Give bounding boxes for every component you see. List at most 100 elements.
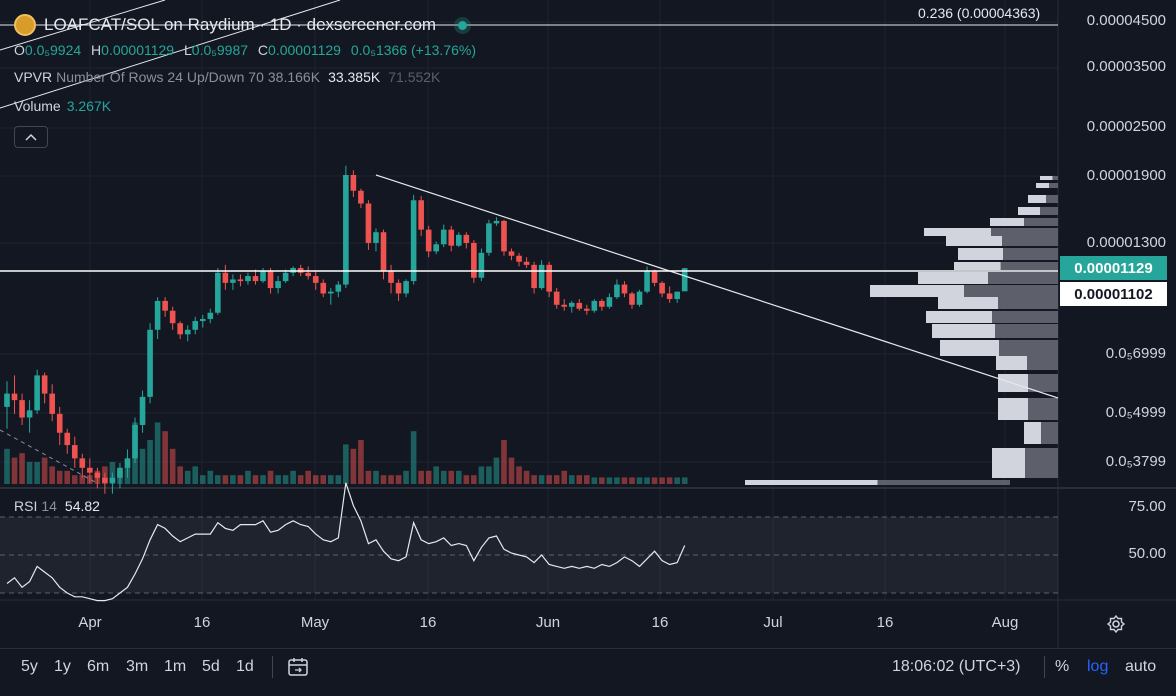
volume-bar [245, 470, 251, 484]
volume-profile-row-up [958, 248, 1003, 260]
volume-profile-row-down [1025, 448, 1058, 478]
candle-body [380, 232, 387, 272]
rsi-axis-label: 75.00 [1128, 498, 1166, 515]
candle-body [516, 255, 522, 262]
rsi-pane [0, 482, 1058, 602]
symbol-title[interactable]: LOAFCAT/SOL on Raydium · 1D · dexscreene… [44, 15, 437, 34]
candle-body [282, 272, 289, 282]
auto-scale-toggle[interactable]: auto [1125, 658, 1157, 675]
price-axis-label: 0.00001900 [1086, 167, 1166, 184]
volume-profile-row-down [1024, 218, 1058, 226]
fib-level-label: 0.236 (0.00004363) [918, 5, 1041, 21]
candle-body [493, 220, 500, 224]
volume-profile-row-up [998, 398, 1028, 420]
candle-body [621, 284, 628, 294]
volume-profile-row-down [1002, 236, 1058, 246]
candle-body [636, 291, 643, 305]
volume-bar [64, 470, 71, 484]
candle-body [139, 396, 146, 425]
volume-profile-row-down [1027, 356, 1058, 370]
collapse-legend-button[interactable] [14, 126, 48, 148]
candle-body [410, 200, 417, 282]
volume-bar [230, 475, 236, 484]
volume-bar [395, 475, 402, 484]
volume-bar [674, 477, 680, 484]
volume-bar [177, 466, 183, 484]
candle-body [358, 190, 364, 204]
candle-body [584, 308, 590, 311]
rsi-line [6, 482, 686, 602]
timeframe-1y-button[interactable]: 1y [54, 658, 71, 675]
candle-body [440, 229, 447, 245]
candle-body [41, 375, 48, 394]
volume-bar [237, 475, 244, 484]
volume-profile-row-up [996, 356, 1027, 370]
candle-body [553, 291, 560, 305]
rsi-band [0, 517, 1058, 593]
candle-body [508, 251, 515, 256]
volume-legend[interactable]: Volume 3.267K [14, 98, 112, 114]
volume-bar [463, 475, 470, 484]
volume-bar [659, 477, 665, 484]
candle-body [230, 279, 236, 283]
candle-body [614, 284, 620, 298]
volume-profile-row-down [999, 340, 1058, 356]
candle-body [49, 393, 55, 414]
candle-body [651, 271, 658, 283]
candle-body [486, 223, 492, 253]
timeframe-6m-button[interactable]: 6m [87, 658, 110, 675]
volume-bar [215, 475, 221, 484]
rsi-legend[interactable]: RSI 14 54.82 [14, 498, 100, 514]
volume-bar [508, 457, 515, 484]
volume-profile-row-down [992, 311, 1058, 323]
clock-timezone[interactable]: 18:06:02 (UTC+3) [892, 658, 1021, 675]
volume-profile-row-down [877, 480, 1010, 485]
candle-body [267, 271, 274, 289]
candle-body [237, 279, 244, 282]
volume-bar [380, 475, 387, 484]
volume-profile-row-down [1028, 374, 1058, 392]
volume-profile-row-up [926, 311, 992, 323]
volume-profile-row-down [1046, 195, 1058, 203]
volume-profile-row-up [745, 480, 878, 485]
candle-body [546, 264, 552, 292]
volume-bar [350, 448, 357, 484]
vpvr-legend[interactable]: VPVR Number Of Rows 24 Up/Down 70 38.166K 3… [14, 69, 441, 85]
timeframe-5d-button[interactable]: 5d [202, 658, 220, 675]
candle-body [350, 175, 357, 191]
volume-bar [614, 477, 620, 484]
timeframe-1m-button[interactable]: 1m [164, 658, 187, 675]
candle-body [169, 310, 176, 324]
percent-scale-toggle[interactable]: % [1055, 658, 1070, 675]
candle-body [192, 321, 199, 330]
volume-profile-row-up [918, 272, 988, 284]
volume-bar [388, 475, 394, 484]
candle-body [681, 268, 688, 292]
volume-bar [358, 440, 364, 484]
volume-bar [666, 477, 673, 484]
timeframe-3m-button[interactable]: 3m [126, 658, 149, 675]
volume-bar [433, 466, 440, 484]
candle-body [576, 302, 583, 309]
timeframe-5y-button[interactable]: 5y [21, 658, 38, 675]
candle-body [87, 467, 93, 473]
time-axis-label: 16 [193, 614, 211, 631]
timeframe-1d-button[interactable]: 1d [236, 658, 254, 675]
volume-profile-row-down [1041, 422, 1058, 444]
dashed-trend-line [0, 429, 96, 483]
volume-profile-row-up [1040, 176, 1053, 180]
log-scale-toggle[interactable]: log [1087, 658, 1109, 675]
volume-profile-row-up [990, 218, 1024, 226]
volume-profile-row-up [870, 285, 964, 297]
cursor-price-tag: 0.00001102 [1060, 282, 1167, 306]
gear-icon[interactable] [1106, 614, 1126, 634]
candle-body [79, 458, 86, 468]
ohlc-readout: O0.0₅9924 H0.00001129 L0.0₅9987 C0.00001… [14, 42, 476, 58]
volume-bar [199, 475, 206, 484]
volume-bar [523, 470, 530, 484]
candle-body [418, 200, 424, 230]
volume-bar [343, 444, 349, 484]
volume-profile-row-up [1018, 207, 1040, 215]
calendar-icon[interactable] [286, 656, 310, 678]
